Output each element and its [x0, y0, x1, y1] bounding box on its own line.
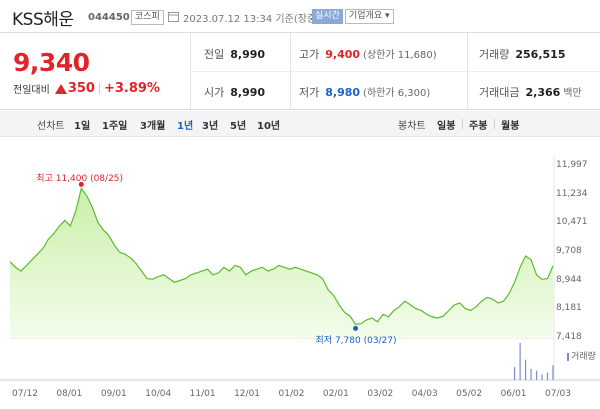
- high-value: 9,400: [325, 48, 361, 61]
- chart-canvas: [0, 156, 600, 381]
- price-area: [10, 188, 553, 338]
- tab-1y[interactable]: 1년: [177, 121, 194, 132]
- x-tick-label: 05/02: [456, 389, 483, 399]
- volume-stat: 거래량 256,515: [479, 46, 565, 62]
- realtime-badge[interactable]: 실시간: [312, 9, 343, 24]
- y-tick-label: 10,471: [556, 217, 588, 228]
- current-price: 9,340: [13, 48, 90, 77]
- high-marker: [78, 181, 84, 187]
- divider: [290, 33, 291, 109]
- stock-header: KSS해운 044450 코스피 2023.07.12 13:34 기준(장중)…: [0, 0, 600, 32]
- low-marker: [353, 325, 359, 331]
- high-stat: 고가 9,400 (상한가 11,680): [299, 46, 437, 62]
- open-label: 시가: [204, 86, 225, 99]
- tab-3m[interactable]: 3개월: [140, 121, 166, 132]
- tab-monthly[interactable]: 월봉: [501, 121, 520, 132]
- clock-icon: [168, 12, 179, 22]
- low-stat: 저가 8,980 (하한가 6,300): [299, 84, 430, 100]
- volume-legend-swatch: [567, 352, 569, 361]
- price-line: [9, 187, 554, 326]
- period-toolbar: 선차트 1일 1주일 3개월 1년 3년 5년 10년 봉차트 일봉 주봉 월봉: [0, 111, 600, 137]
- volume-bar: [535, 370, 538, 380]
- x-tick-label: 03/02: [367, 389, 394, 399]
- high-label: 고가: [299, 48, 320, 61]
- amount-stat: 거래대금 2,366 백만: [479, 84, 582, 100]
- x-tick-label: 09/01: [100, 389, 127, 399]
- change-row: 전일대비 350 +3.89%: [13, 81, 160, 96]
- company-info-label: 기업개요: [349, 11, 383, 21]
- divider: [467, 33, 468, 109]
- low-annotation: 최저 7,780 (03/27): [315, 336, 397, 347]
- divider: [192, 71, 600, 72]
- y-tick-label: 8,944: [556, 274, 582, 285]
- amount-unit: 백만: [563, 88, 582, 99]
- price-summary: 9,340 전일대비 350 +3.89% 전일 8,990 시가 8,990 고가 9,…: [0, 32, 600, 110]
- tab-daily[interactable]: 일봉: [437, 121, 456, 132]
- x-tick-label: 04/03: [411, 389, 438, 399]
- volume-bar: [519, 343, 521, 380]
- y-tick-label: 7,418: [556, 332, 582, 342]
- volume-bar: [524, 359, 527, 380]
- y-tick-label: 11,234: [556, 188, 588, 199]
- candle-chart-label: 봉차트: [398, 121, 426, 132]
- x-tick-label: 11/01: [189, 389, 216, 399]
- x-tick-label: 10/04: [145, 389, 172, 399]
- divider: [494, 119, 495, 129]
- timestamp: 2023.07.12 13:34 기준(장중): [183, 14, 321, 25]
- tab-10y[interactable]: 10년: [257, 121, 281, 132]
- change-value: 350: [67, 81, 95, 96]
- price-chart: 11,997 11,234 10,471 9,708 8,944 8,181 7,418 0…: [0, 138, 600, 409]
- amount-value: 2,366: [525, 86, 561, 99]
- x-tick-label: 08/01: [56, 389, 83, 399]
- y-tick-label: 8,181: [556, 303, 582, 314]
- y-tick-label: 9,708: [556, 246, 582, 256]
- volume-bar: [541, 374, 543, 380]
- tab-5y[interactable]: 5년: [230, 121, 247, 132]
- upper-limit: (상한가 11,680): [363, 50, 437, 61]
- line-chart-label: 선차트: [37, 121, 65, 132]
- tab-1d[interactable]: 1일: [74, 121, 91, 132]
- volume-bar: [552, 365, 554, 380]
- tab-1w[interactable]: 1주일: [102, 121, 128, 132]
- volume-bar: [530, 368, 532, 380]
- divider: [462, 119, 463, 129]
- x-tick-label: 07/12: [12, 389, 38, 399]
- stock-code: 044450: [88, 12, 130, 23]
- low-value: 8,980: [325, 86, 361, 99]
- company-info-button[interactable]: 기업개요 ▾: [345, 9, 394, 24]
- x-tick-label: 07/03: [545, 389, 571, 399]
- volume-label: 거래량: [479, 48, 510, 61]
- volume-bar: [514, 367, 516, 380]
- prev-close-label: 전일: [204, 48, 225, 61]
- volume-legend-label: 거래량: [571, 352, 596, 362]
- open-value: 8,990: [230, 86, 266, 99]
- volume-bar: [546, 372, 549, 380]
- change-percent: +3.89%: [103, 81, 160, 96]
- market-badge: 코스피: [131, 10, 164, 25]
- x-tick-label: 02/01: [322, 389, 349, 399]
- high-annotation: 최고 11,400 (08/25): [36, 174, 124, 185]
- prev-close-value: 8,990: [230, 48, 266, 61]
- volume-value: 256,515: [515, 48, 566, 61]
- up-triangle-icon: [54, 83, 67, 94]
- change-label: 전일대비: [13, 85, 50, 96]
- divider: [98, 83, 100, 94]
- x-tick-label: 12/01: [234, 389, 261, 399]
- y-tick-label: 11,997: [556, 160, 588, 170]
- lower-limit: (하한가 6,300): [363, 88, 431, 99]
- low-label: 저가: [299, 86, 320, 99]
- amount-label: 거래대금: [479, 86, 520, 99]
- prev-close-stat: 전일 8,990: [204, 46, 265, 62]
- stock-name: KSS해운: [12, 10, 74, 30]
- chevron-down-icon: ▾: [385, 11, 390, 21]
- open-stat: 시가 8,990: [204, 84, 265, 100]
- tab-3y[interactable]: 3년: [202, 121, 219, 132]
- volume-legend: 거래량: [567, 349, 596, 362]
- price-box: 9,340 전일대비 350 +3.89%: [0, 33, 191, 109]
- x-tick-label: 01/02: [278, 389, 305, 399]
- x-tick-label: 06/01: [500, 389, 527, 399]
- tab-weekly[interactable]: 주봉: [469, 121, 488, 132]
